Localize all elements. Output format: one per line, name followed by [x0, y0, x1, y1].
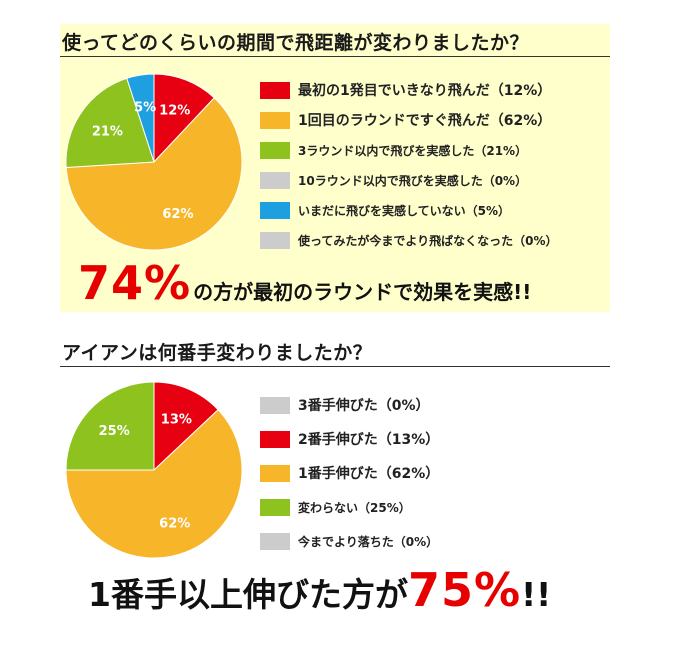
legend-item-3: 10ラウンド以内で飛びを実感した（0%）: [260, 170, 527, 190]
legend-swatch-4: [260, 532, 290, 550]
legend-label-5: 使ってみたが今までより飛ばなくなった（0%）: [298, 233, 558, 248]
chart-title: 使ってどのくらいの期間で飛距離が変わりましたか？: [62, 32, 530, 54]
legend-item-1: 2番手伸びた（13%）: [260, 429, 439, 449]
pie-slice-label-2: 62%: [159, 516, 190, 531]
legend-item-4: 今までより落ちた（0%）: [260, 531, 438, 551]
headline-percentage: 75%: [407, 563, 522, 617]
pie-slice-1: [65, 97, 243, 251]
pie-slice-0: [153, 73, 215, 164]
pie-slice-4: [126, 73, 155, 163]
legend-label-2: 3ラウンド以内で飛びを実感した（21%）: [298, 143, 528, 158]
pie-slice-2: [65, 409, 243, 559]
headline-percentage: 74%: [78, 256, 192, 310]
legend-label-4: 今までより落ちた（0%）: [298, 534, 439, 549]
headline-text: 1番手以上伸びた方が: [88, 575, 408, 614]
headline-distance: 74% の方が最初のラウンドで効果を実感!!: [78, 256, 531, 310]
legend-swatch-3: [260, 171, 290, 189]
legend-item-0: 最初の1発目でいきなり飛んだ（12%）: [260, 80, 551, 100]
legend-label-1: 2番手伸びた（13%）: [298, 432, 440, 448]
pie-chart-distance: 12% 62% 21% 5%: [65, 73, 243, 251]
legend-swatch-1: [260, 430, 290, 448]
legend-label-3: 変わらない（25%）: [298, 500, 411, 515]
legend-item-1: 1回目のラウンドですぐ飛んだ（62%）: [260, 110, 551, 130]
pie-slice-1: [153, 381, 219, 472]
legend-label-0: 3番手伸びた（0%）: [298, 398, 430, 414]
legend-item-4: いまだに飛びを実感していない（5%）: [260, 200, 510, 220]
pie-chart-iron: 13% 62% 25%: [65, 381, 243, 559]
survey-panel-iron: アイアンは何番手変わりましたか？: [0, 330, 680, 663]
legend-label-2: 1番手伸びた（62%）: [298, 466, 440, 482]
chart-title: アイアンは何番手変わりましたか？: [62, 342, 373, 364]
pie-slice-label-1: 13%: [161, 412, 192, 427]
legend-swatch-3: [260, 498, 290, 516]
title-underline: [60, 56, 610, 57]
pie-slice-label-4: 5%: [134, 100, 156, 115]
headline-iron: 1番手以上伸びた方が 75% !!: [88, 563, 551, 617]
headline-exclaim: !!: [521, 575, 552, 614]
pie-slice-label-1: 62%: [162, 207, 193, 222]
headline-text: の方が最初のラウンドで効果を実感!!: [193, 280, 532, 304]
legend-swatch-0: [260, 81, 290, 99]
legend-swatch-2: [260, 464, 290, 482]
legend-label-4: いまだに飛びを実感していない（5%）: [298, 203, 511, 218]
legend-item-3: 変わらない（25%）: [260, 497, 411, 517]
pie-slice-3: [65, 381, 155, 471]
legend-swatch-1: [260, 111, 290, 129]
pie-slice-label-2: 21%: [92, 124, 123, 139]
legend-item-2: 1番手伸びた（62%）: [260, 463, 439, 483]
legend-item-0: 3番手伸びた（0%）: [260, 395, 430, 415]
pie-slice-label-0: 12%: [159, 104, 190, 119]
pie-slice-label-3: 25%: [99, 424, 130, 439]
legend-label-3: 10ラウンド以内で飛びを実感した（0%）: [298, 173, 528, 188]
title-underline: [60, 366, 610, 367]
pie-slice-2: [65, 77, 155, 169]
legend-label-0: 最初の1発目でいきなり飛んだ（12%）: [298, 83, 552, 99]
legend-swatch-2: [260, 141, 290, 159]
legend-item-5: 使ってみたが今までより飛ばなくなった（0%）: [260, 230, 558, 250]
legend-swatch-5: [260, 231, 290, 249]
legend-swatch-0: [260, 396, 290, 414]
legend-swatch-4: [260, 201, 290, 219]
legend-item-2: 3ラウンド以内で飛びを実感した（21%）: [260, 140, 527, 160]
legend-label-1: 1回目のラウンドですぐ飛んだ（62%）: [298, 113, 552, 129]
